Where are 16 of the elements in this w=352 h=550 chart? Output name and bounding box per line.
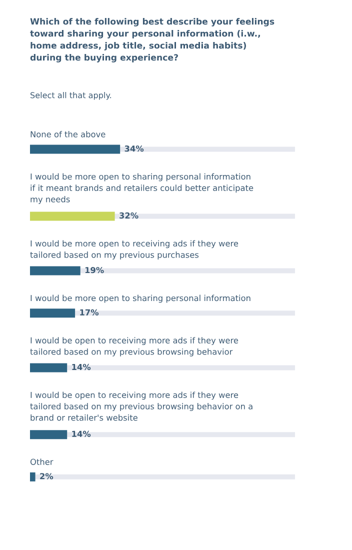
chart-title: Which of the following best describe your feelings toward sharing your personal information (i.w., home address, job title, social media habits) during the buying experience? [30,18,274,62]
chart-subtitle: Select all that apply. [30,92,112,100]
y-tick-label: None of the above [30,131,106,138]
y-tick-label: I would be more open to receiving ads if they were tailored based on my previous purchases [30,240,238,260]
data-label: 17% [80,309,99,316]
y-tick-label: I would be more open to sharing personal information [30,294,250,303]
y-tick-label: I would be open to receiving more ads if they were tailored based on my previous browsing behavior on a brand or retailer's website [30,392,252,421]
data-label: 2% [40,473,54,480]
data-label: 32% [120,212,138,219]
y-tick-label: I would be more open to sharing personal information if it meant brands and retailers could better anticipate my needs [30,173,254,204]
data-label: 19% [85,266,104,274]
y-tick-label: Other [30,458,54,465]
data-label: 34% [124,145,144,152]
data-label: 14% [72,364,91,370]
y-tick-label: I would be open to receiving more ads if they were tailored based on my previous browsing behavior [30,337,238,356]
data-label: 14% [72,430,91,437]
